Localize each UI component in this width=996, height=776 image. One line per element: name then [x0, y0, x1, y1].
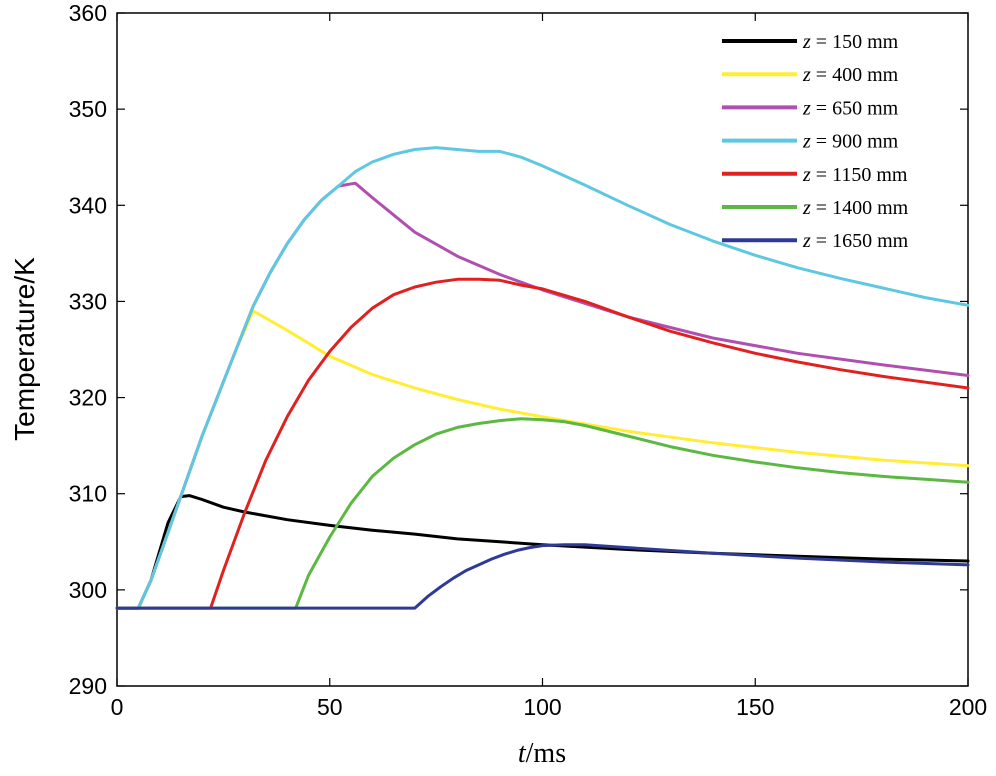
- x-tick-label: 50: [317, 694, 343, 720]
- x-tick-label: 0: [111, 694, 124, 720]
- legend-label-variable: z: [802, 31, 811, 53]
- legend-label-2: z = 400 mm: [802, 64, 899, 86]
- y-tick-label: 310: [69, 481, 107, 507]
- y-axis-label: Temperature/K: [9, 257, 40, 441]
- legend-label-variable: z: [802, 197, 811, 219]
- legend-label-value: = 400 mm: [811, 64, 899, 86]
- y-tick-label: 340: [69, 192, 107, 218]
- legend-label-variable: z: [802, 97, 811, 119]
- legend-label-6: z = 1400 mm: [802, 197, 909, 219]
- series-line-4: [115, 146, 970, 610]
- series-layer: [115, 146, 970, 610]
- y-tick-label: 290: [69, 673, 107, 699]
- x-tick-label: 200: [949, 694, 987, 720]
- y-tick-label: 320: [69, 385, 107, 411]
- legend-label-4: z = 900 mm: [802, 131, 899, 153]
- legend-label-variable: z: [802, 64, 811, 86]
- legend-label-variable: z: [802, 164, 811, 186]
- legend-label-5: z = 1150 mm: [802, 164, 908, 186]
- plot-area-frame: [116, 12, 969, 687]
- legend-label-value: = 1400 mm: [811, 197, 909, 219]
- ticks-layer: 0 50 100 150 200 290 300 310 320 330 340 350 360: [69, 0, 988, 720]
- legend-label-3: z = 650 mm: [802, 97, 899, 119]
- x-axis-label-unit: /ms: [526, 738, 566, 769]
- y-tick-label: 350: [69, 96, 107, 122]
- legend-label-value: = 900 mm: [811, 131, 899, 153]
- series-line-5: [115, 277, 970, 610]
- legend: z = 150 mmz = 400 mmz = 650 mmz = 900 mm…: [722, 31, 909, 252]
- y-tick-label: 330: [69, 288, 107, 314]
- series-line-7: [115, 543, 970, 610]
- legend-label-7: z = 1650 mm: [802, 230, 909, 252]
- legend-label-value: = 1150 mm: [811, 164, 908, 186]
- legend-label-1: z = 150 mm: [802, 31, 899, 53]
- y-tick-label: 300: [69, 577, 107, 603]
- legend-label-value: = 150 mm: [811, 31, 899, 53]
- x-axis-label: t/ms: [518, 738, 566, 769]
- series-line-6: [115, 417, 970, 610]
- legend-label-variable: z: [802, 230, 811, 252]
- legend-label-value: = 650 mm: [811, 97, 899, 119]
- x-axis-label-variable: t: [518, 738, 527, 769]
- legend-label-variable: z: [802, 131, 811, 153]
- legend-label-value: = 1650 mm: [811, 230, 909, 252]
- y-tick-label: 360: [69, 0, 107, 26]
- x-tick-label: 100: [523, 694, 561, 720]
- x-tick-label: 150: [736, 694, 774, 720]
